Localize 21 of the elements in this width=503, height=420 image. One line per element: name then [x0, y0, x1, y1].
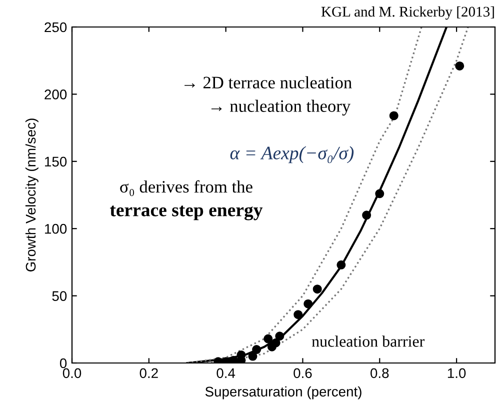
- x-axis-title: Supersaturation (percent): [205, 386, 362, 400]
- y-tick-label: 50: [52, 291, 67, 301]
- x-tick-label: 0.8: [370, 368, 389, 378]
- annotation: σ₀ derives from the: [120, 180, 252, 196]
- y-tick-label: 200: [44, 90, 67, 100]
- x-tick-label: 0.2: [140, 368, 158, 378]
- x-tick-label: 1.0: [448, 368, 466, 378]
- annotation: → 2D terrace nucleation: [184, 76, 352, 88]
- chart-title: KGL and M. Rickerby [2013]: [321, 6, 494, 20]
- annotation: α = Aexp(−σ₀/σ): [230, 146, 354, 164]
- y-tick-label: 100: [45, 224, 67, 234]
- x-tick-label: 0.0: [62, 368, 82, 378]
- x-tick-label: 0.6: [294, 368, 312, 378]
- y-tick-label: 150: [45, 156, 67, 167]
- annotation: → nucleation theory: [211, 100, 351, 116]
- x-tick-label: 0.4: [216, 368, 236, 378]
- y-tick-label: 0: [60, 358, 67, 368]
- y-tick-label: 250: [44, 22, 67, 32]
- annotation: terrace step energy: [110, 206, 263, 220]
- annotation: nucleation barrier: [312, 336, 424, 347]
- y-axis-title: Growth Velocity (nm/sec): [25, 118, 38, 272]
